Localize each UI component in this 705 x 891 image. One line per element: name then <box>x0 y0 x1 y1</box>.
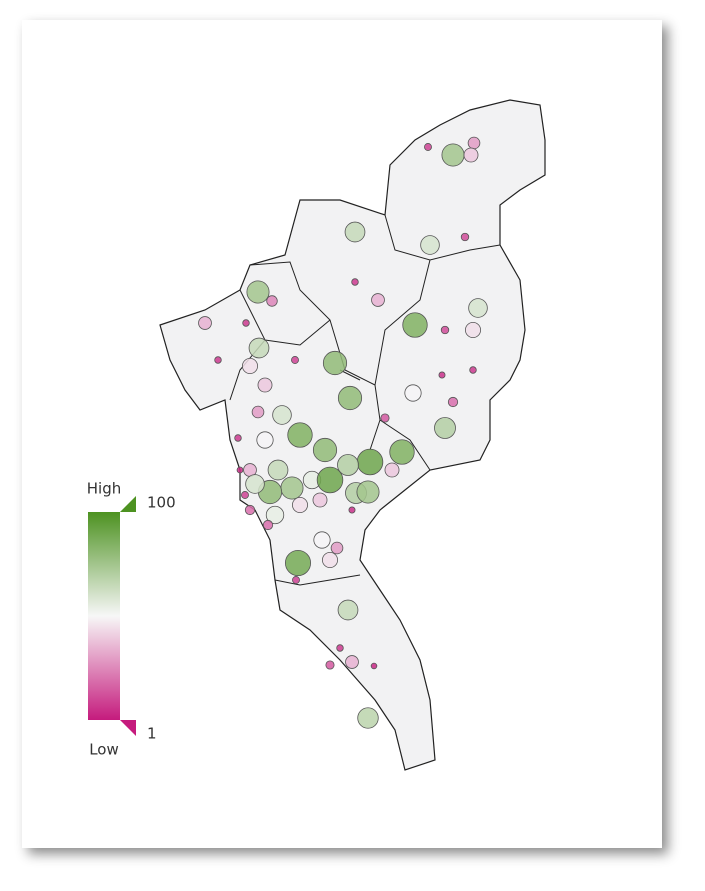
bubble <box>262 519 274 531</box>
bubble <box>291 496 309 514</box>
bubble <box>351 278 359 286</box>
bubble <box>291 356 299 364</box>
bubble <box>424 143 432 151</box>
bubble-layer <box>198 136 488 729</box>
bubble <box>348 506 356 514</box>
bubble <box>447 396 459 408</box>
bubble <box>357 707 379 729</box>
bubble <box>313 531 331 549</box>
legend-low-label: Low <box>89 741 119 759</box>
bubble <box>404 384 422 402</box>
bubble <box>214 356 222 364</box>
bubble <box>460 232 470 242</box>
bubble <box>344 221 366 243</box>
bubble <box>198 316 212 330</box>
bubble <box>234 434 242 442</box>
bubble <box>356 480 380 504</box>
bubble <box>330 541 344 555</box>
bubble <box>265 505 285 525</box>
bubble <box>440 325 450 335</box>
bubble <box>244 504 256 516</box>
bubble <box>464 321 482 339</box>
bubble <box>292 576 300 584</box>
legend-min-marker <box>120 720 136 736</box>
bubble <box>469 366 477 374</box>
bubble <box>384 462 400 478</box>
bubble <box>257 377 273 393</box>
bubble <box>468 298 488 318</box>
bubble <box>246 280 270 304</box>
bubble <box>241 491 249 499</box>
legend-gradient <box>88 512 120 720</box>
bubble <box>312 492 328 508</box>
bubble <box>251 405 265 419</box>
bubble <box>242 319 250 327</box>
bubble <box>371 293 385 307</box>
bubble <box>280 476 304 500</box>
bubble <box>267 459 289 481</box>
legend-max-marker <box>120 496 136 512</box>
bubble <box>463 147 479 163</box>
bubble <box>402 312 428 338</box>
bubble <box>322 350 348 376</box>
bubble <box>316 466 344 494</box>
bubble <box>337 599 359 621</box>
bubble <box>389 439 415 465</box>
bubble <box>337 454 359 476</box>
legend-high-label: High <box>87 480 121 498</box>
bubble <box>370 662 378 670</box>
bubble <box>345 655 359 669</box>
bubble <box>356 448 384 476</box>
bubble <box>337 385 363 411</box>
bubble <box>245 474 265 494</box>
bubble <box>287 422 313 448</box>
bubble <box>236 466 244 474</box>
legend-max-value: 100 <box>147 494 176 512</box>
bubble <box>420 235 440 255</box>
bubble <box>467 136 481 150</box>
bubble <box>241 357 259 375</box>
bubble <box>248 337 270 359</box>
bubble <box>272 405 292 425</box>
bubble <box>256 431 274 449</box>
bubble <box>380 413 390 423</box>
bubble <box>284 549 312 577</box>
bubble <box>312 437 338 463</box>
bubble <box>434 417 456 439</box>
bubble <box>441 143 465 167</box>
bubble <box>321 551 339 569</box>
legend-min-value: 1 <box>147 725 157 743</box>
bubble <box>336 644 344 652</box>
bubble <box>325 660 335 670</box>
bubble <box>438 371 446 379</box>
bubble <box>266 295 278 307</box>
